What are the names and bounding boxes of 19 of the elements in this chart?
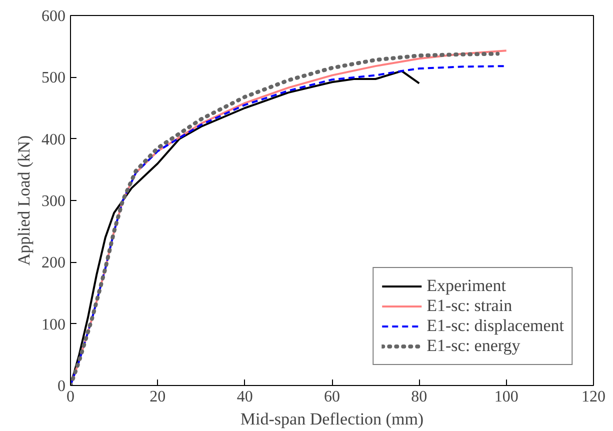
y-tick-label: 600: [42, 8, 66, 25]
x-tick-label: 40: [236, 388, 253, 406]
y-tick-label: 400: [42, 131, 66, 148]
y-axis-title: Applied Load (kN): [14, 135, 34, 266]
x-tick-label: 20: [150, 388, 166, 406]
x-axis-title: Mid-span Deflection (mm): [240, 410, 424, 428]
x-tick-label: 60: [324, 388, 340, 406]
y-tick-label: 0: [58, 378, 66, 395]
legend-label: E1-sc: strain: [426, 296, 512, 316]
legend-label: E1-sc: displacement: [426, 316, 564, 336]
x-tick-label: 80: [411, 388, 428, 406]
y-tick-label: 100: [42, 316, 66, 334]
y-tick-label: 300: [42, 193, 66, 210]
y-tick-label: 500: [42, 70, 66, 87]
x-tick-label: 100: [494, 388, 518, 406]
x-tick-label: 120: [582, 388, 606, 406]
y-tick-label: 200: [42, 254, 66, 272]
legend-label: E1-sc: energy: [426, 336, 520, 356]
legend-label: Experiment: [426, 276, 506, 296]
